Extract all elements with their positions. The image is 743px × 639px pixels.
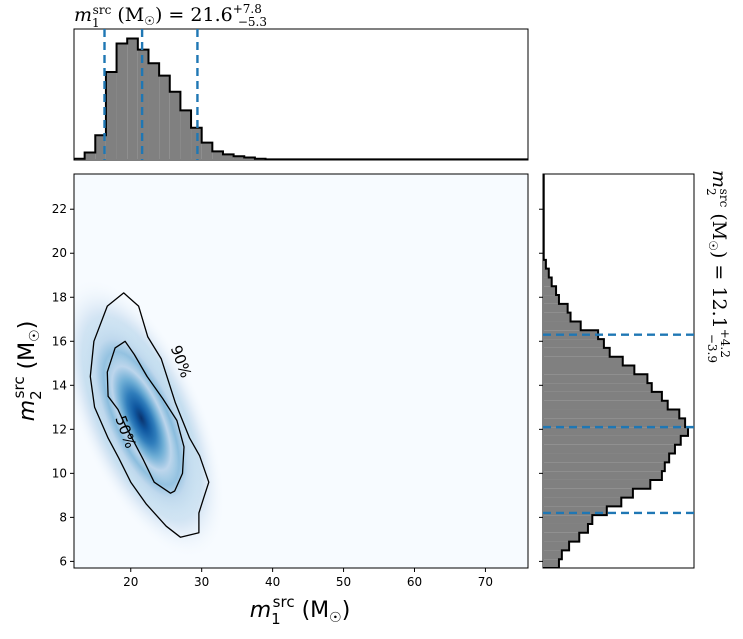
kde-density-layer-3 xyxy=(103,351,180,485)
y-axis-label: m2src (M☉) xyxy=(10,321,45,422)
m1-hist-bar xyxy=(127,38,138,160)
y-tick-label: 18 xyxy=(52,290,67,304)
m1-hist-bar xyxy=(201,142,213,160)
x-tick-label: 50 xyxy=(336,575,351,589)
m2-hist-bar xyxy=(543,497,622,507)
x-axis-ticks: 20 30 40 50 60 70 xyxy=(123,568,493,589)
m2-hist-bar xyxy=(543,462,665,472)
y-tick-label: 10 xyxy=(52,466,67,480)
m2-hist-bar xyxy=(543,321,581,331)
m2-hist-bar xyxy=(543,444,675,454)
m1-hist-bar xyxy=(137,49,149,160)
m2-hist-bar xyxy=(543,532,580,542)
m2-hist-bar xyxy=(543,347,610,357)
m2-hist-bar xyxy=(543,435,681,445)
m2-hist-bar xyxy=(543,479,651,489)
m2-hist-bar xyxy=(543,277,552,287)
x-tick-label: 40 xyxy=(265,575,280,589)
contour-50 xyxy=(106,340,185,494)
m2-hist-bar xyxy=(543,374,648,384)
contour-90 xyxy=(89,292,210,538)
m2-hist-bar xyxy=(543,339,604,348)
y-tick-label: 16 xyxy=(52,334,67,348)
x-tick-label: 60 xyxy=(407,575,422,589)
joint-frame xyxy=(73,173,529,569)
m2-hist-bar xyxy=(543,550,562,560)
y-tick-label: 8 xyxy=(59,510,67,524)
x-axis-label: m1src (M☉) xyxy=(250,593,351,628)
m2-hist-outline xyxy=(543,174,689,568)
m1-histogram xyxy=(74,37,528,160)
m2-hist-bar xyxy=(543,523,588,533)
m2-hist-bar xyxy=(543,356,623,366)
x-tick-label: 30 xyxy=(194,575,209,589)
m2-hist-bar xyxy=(543,303,568,313)
m2-hist-bar xyxy=(543,268,549,278)
m1-hist-bar xyxy=(84,152,96,160)
m1-hist-bar xyxy=(116,43,128,160)
m2-marginal-ticks xyxy=(539,208,543,562)
m1-hist-bar xyxy=(105,71,117,160)
m2-marginal-panel: m2src (M☉) = 12.1+4.2−3.9 xyxy=(539,170,732,569)
m2-hist-bar xyxy=(543,295,559,304)
m2-hist-bar xyxy=(543,427,688,436)
m1-hist-bar xyxy=(212,151,223,160)
m1-hist-bar xyxy=(180,110,192,160)
m1-quantile-lines xyxy=(103,29,199,160)
m1-hist-outline xyxy=(74,37,528,160)
credible-contours xyxy=(89,292,210,538)
m2-histogram xyxy=(543,174,689,568)
m2-hist-bar xyxy=(543,541,570,551)
m2-hist-bar xyxy=(543,391,662,401)
m1-hist-bar xyxy=(169,91,181,160)
m2-hist-bar xyxy=(543,559,559,568)
x-tick-label: 20 xyxy=(123,575,138,589)
m2-hist-bar xyxy=(543,488,633,498)
m1-hist-bar xyxy=(159,75,170,160)
m2-hist-bar xyxy=(543,365,635,375)
y-tick-label: 22 xyxy=(52,202,67,216)
m2-marginal-title: m2src (M☉) = 12.1+4.2−3.9 xyxy=(704,170,732,363)
m2-hist-bar xyxy=(543,453,670,463)
x-tick-label: 70 xyxy=(478,575,493,589)
m1-hist-bar xyxy=(148,63,160,160)
m2-hist-bar xyxy=(543,418,686,428)
m2-hist-bar xyxy=(543,383,652,392)
m1-hist-bar xyxy=(233,156,245,160)
m2-hist-bar xyxy=(543,259,546,269)
m2-hist-bar xyxy=(543,409,680,419)
m2-hist-bar xyxy=(543,506,607,516)
m2-hist-bar xyxy=(543,515,593,524)
m1-hist-bar xyxy=(95,135,106,160)
m1-hist-bar xyxy=(222,154,234,160)
m1-marginal-panel: m1src (M☉) = 21.6+7.8 −5.3 xyxy=(73,2,529,161)
kde-density xyxy=(74,278,225,558)
y-tick-label: 14 xyxy=(52,378,67,392)
m2-hist-bar xyxy=(543,471,662,480)
m1-marginal-title: m1src (M☉) = 21.6+7.8 −5.3 xyxy=(74,2,267,30)
m2-hist-bar xyxy=(543,286,557,296)
m2-hist-bar xyxy=(543,400,668,410)
m1-hist-bar xyxy=(244,157,255,160)
m1-hist-bar xyxy=(191,127,202,160)
y-tick-label: 20 xyxy=(52,246,67,260)
y-tick-label: 12 xyxy=(52,422,67,436)
y-axis-ticks: 6 8 10 12 14 16 18 20 22 xyxy=(52,202,74,568)
y-tick-label: 6 xyxy=(59,554,67,568)
m2-hist-bar xyxy=(543,312,571,322)
